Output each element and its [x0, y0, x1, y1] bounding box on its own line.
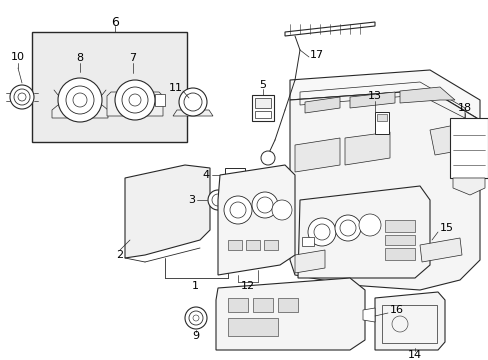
Bar: [224, 168, 244, 182]
Polygon shape: [429, 122, 474, 155]
Polygon shape: [452, 178, 484, 195]
Bar: [254, 111, 270, 118]
Text: 15: 15: [439, 223, 453, 233]
Text: 7: 7: [129, 53, 136, 63]
Bar: [251, 95, 273, 121]
Polygon shape: [285, 22, 374, 36]
Bar: [374, 112, 388, 134]
Bar: [227, 240, 242, 250]
Polygon shape: [362, 308, 374, 322]
Polygon shape: [294, 250, 325, 273]
Text: 2: 2: [116, 250, 123, 260]
Circle shape: [58, 78, 102, 122]
Text: 3: 3: [187, 195, 195, 205]
Circle shape: [307, 218, 335, 246]
Polygon shape: [52, 105, 108, 118]
Bar: [376, 114, 386, 121]
Polygon shape: [297, 186, 429, 278]
Circle shape: [334, 215, 360, 241]
Circle shape: [207, 190, 227, 210]
Bar: [32, 32, 186, 142]
Polygon shape: [399, 87, 454, 103]
Text: 11: 11: [169, 83, 183, 93]
Polygon shape: [294, 138, 339, 172]
Bar: [245, 240, 260, 250]
Bar: [227, 318, 278, 336]
Polygon shape: [173, 110, 213, 116]
Polygon shape: [305, 97, 339, 113]
Bar: [384, 248, 414, 260]
Bar: [381, 305, 436, 343]
Circle shape: [271, 200, 291, 220]
Text: 5: 5: [259, 80, 266, 90]
Circle shape: [224, 196, 251, 224]
Circle shape: [115, 80, 155, 120]
Circle shape: [179, 88, 206, 116]
Polygon shape: [155, 94, 164, 106]
Text: 12: 12: [241, 281, 255, 291]
Polygon shape: [107, 92, 163, 116]
Text: 18: 18: [457, 103, 471, 113]
Polygon shape: [125, 165, 209, 258]
Bar: [252, 298, 272, 312]
Polygon shape: [216, 278, 364, 350]
Text: 1: 1: [191, 281, 198, 291]
Polygon shape: [349, 92, 394, 108]
Polygon shape: [289, 70, 479, 120]
Text: 10: 10: [11, 52, 25, 62]
Text: 9: 9: [192, 331, 199, 341]
Text: 4: 4: [203, 170, 209, 180]
Text: 13: 13: [367, 91, 381, 101]
Polygon shape: [419, 238, 461, 262]
Polygon shape: [449, 118, 487, 178]
Bar: [384, 235, 414, 245]
Bar: [278, 298, 297, 312]
Text: 8: 8: [76, 53, 83, 63]
Polygon shape: [345, 132, 389, 165]
Polygon shape: [289, 90, 479, 290]
Bar: [302, 237, 313, 246]
Text: 14: 14: [407, 350, 421, 360]
Circle shape: [10, 85, 34, 109]
Text: 6: 6: [111, 15, 119, 28]
Circle shape: [261, 151, 274, 165]
Circle shape: [358, 214, 380, 236]
Circle shape: [184, 307, 206, 329]
Bar: [227, 298, 247, 312]
Polygon shape: [218, 165, 294, 275]
Circle shape: [251, 192, 278, 218]
Bar: [254, 98, 270, 108]
Polygon shape: [374, 292, 444, 350]
Bar: [264, 240, 278, 250]
Bar: [384, 220, 414, 232]
Text: 16: 16: [389, 305, 403, 315]
Text: 17: 17: [309, 50, 324, 60]
